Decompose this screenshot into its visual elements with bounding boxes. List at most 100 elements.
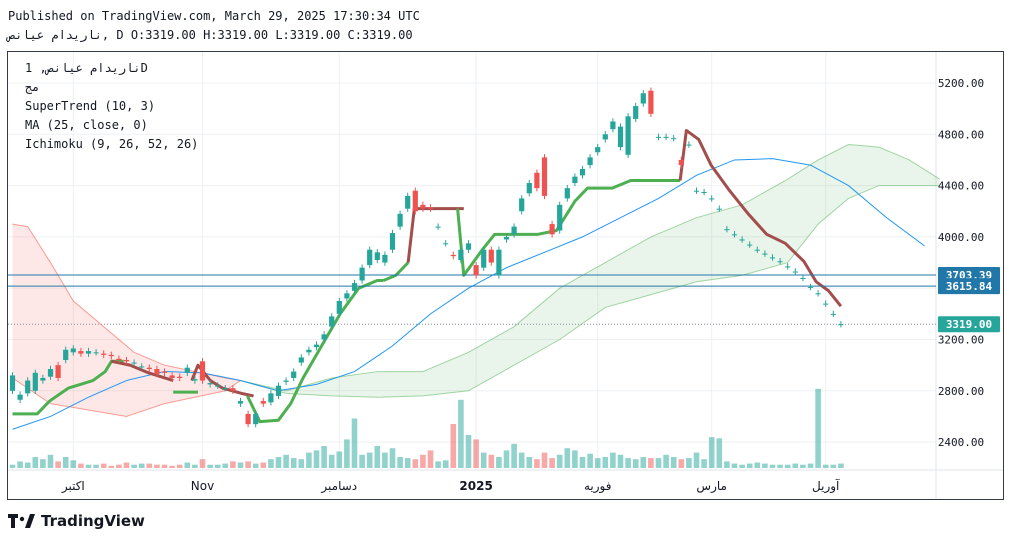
candle [541,157,548,196]
volume-bar [93,464,99,468]
candle [823,303,829,305]
candle [161,371,168,373]
volume-bar [32,457,39,468]
volume-bar [526,457,533,468]
candle [184,367,190,373]
candle [724,229,730,231]
y-tick-label: 5200.00 [938,77,984,90]
volume-bar [47,454,54,468]
volume-bar [769,464,776,468]
candle [405,195,411,209]
candle [9,375,16,391]
candle [739,239,745,241]
volume-bar [161,464,168,468]
candle [777,261,783,263]
volume-bar [777,464,783,468]
volume-bar [290,458,297,468]
candle [754,249,760,251]
candle [830,313,836,315]
candle [313,344,320,348]
candle [336,301,342,314]
candle [177,376,183,378]
legend-symbol[interactable]: ناريدام عيانص, 1D [25,61,148,75]
ichimoku-cloud-green [240,144,940,398]
candle [792,271,798,273]
volume-bar [268,459,274,468]
legend-sub: مج [25,80,40,94]
volume-bar [518,452,525,468]
y-tick-label: 2400.00 [938,436,984,449]
candle [617,126,624,148]
ichimoku-cloud-red-edge [12,377,241,417]
volume-bar [458,399,464,468]
candle [139,366,145,368]
candle [108,354,114,357]
volume-bar [640,457,647,468]
volume-bar [632,459,639,468]
candle [435,226,441,228]
candle [762,253,768,255]
candle [412,190,418,212]
legend-supertrend[interactable]: SuperTrend (10, 3) [25,99,156,113]
ichimoku-cloud-green-edge [240,144,940,392]
chart-frame[interactable]: 5200.004800.004400.004000.003600.003200.… [7,51,1004,500]
volume-bar [207,464,213,468]
candle [572,176,578,184]
candle [63,349,69,361]
candle [207,383,213,385]
candle [640,93,646,104]
volume-bar [313,450,320,468]
x-tick-label: دسامبر [320,479,357,494]
publish-info: Published on TradingView.com, March 29, … [8,9,420,23]
volume-bar [24,462,31,468]
volume-bar [359,454,365,468]
candle [78,351,84,354]
volume-bar [214,464,221,468]
volume-bar [762,463,768,468]
candle [587,157,593,166]
volume-bar [617,454,624,468]
candle [747,244,753,246]
volume-bar [442,460,449,468]
volume-bar [154,464,160,468]
candle [116,358,122,361]
candle [473,265,479,276]
volume-bar [404,458,411,468]
volume-bar [222,463,229,468]
candle [131,362,137,364]
volume-bar [541,452,548,468]
legend-ma[interactable]: MA (25, close, 0) [25,118,148,132]
candle [655,136,662,138]
volume-bar [9,464,16,468]
volume-bar [336,451,343,468]
price-tag-label: 3615.84 [946,280,993,293]
volume-bar [85,464,92,468]
candle [427,207,434,209]
volume-bar [199,459,206,468]
candle [321,334,327,340]
tradingview-logo[interactable]: TradingView [8,512,145,530]
volume-bar [260,462,267,468]
volume-bar [374,446,381,468]
volume-bar [351,418,358,468]
volume-bar [610,452,616,468]
candle [260,401,266,404]
volume-bar [230,461,236,468]
candle [807,286,814,288]
candle [534,172,540,189]
candle [245,413,251,425]
candle [55,365,61,378]
candle [199,361,206,381]
legend-ichimoku[interactable]: Ichimoku (9, 26, 52, 26) [25,137,199,151]
candle [602,134,608,140]
volume-bar [503,450,510,468]
volume-bar [663,454,669,468]
volume-bar [146,463,153,468]
candle [481,249,487,268]
candle [298,357,304,363]
candle [420,204,426,209]
volume-bar [534,459,540,468]
volume-bar [283,454,289,468]
candle [443,243,449,245]
supertrend-segment [111,359,174,382]
